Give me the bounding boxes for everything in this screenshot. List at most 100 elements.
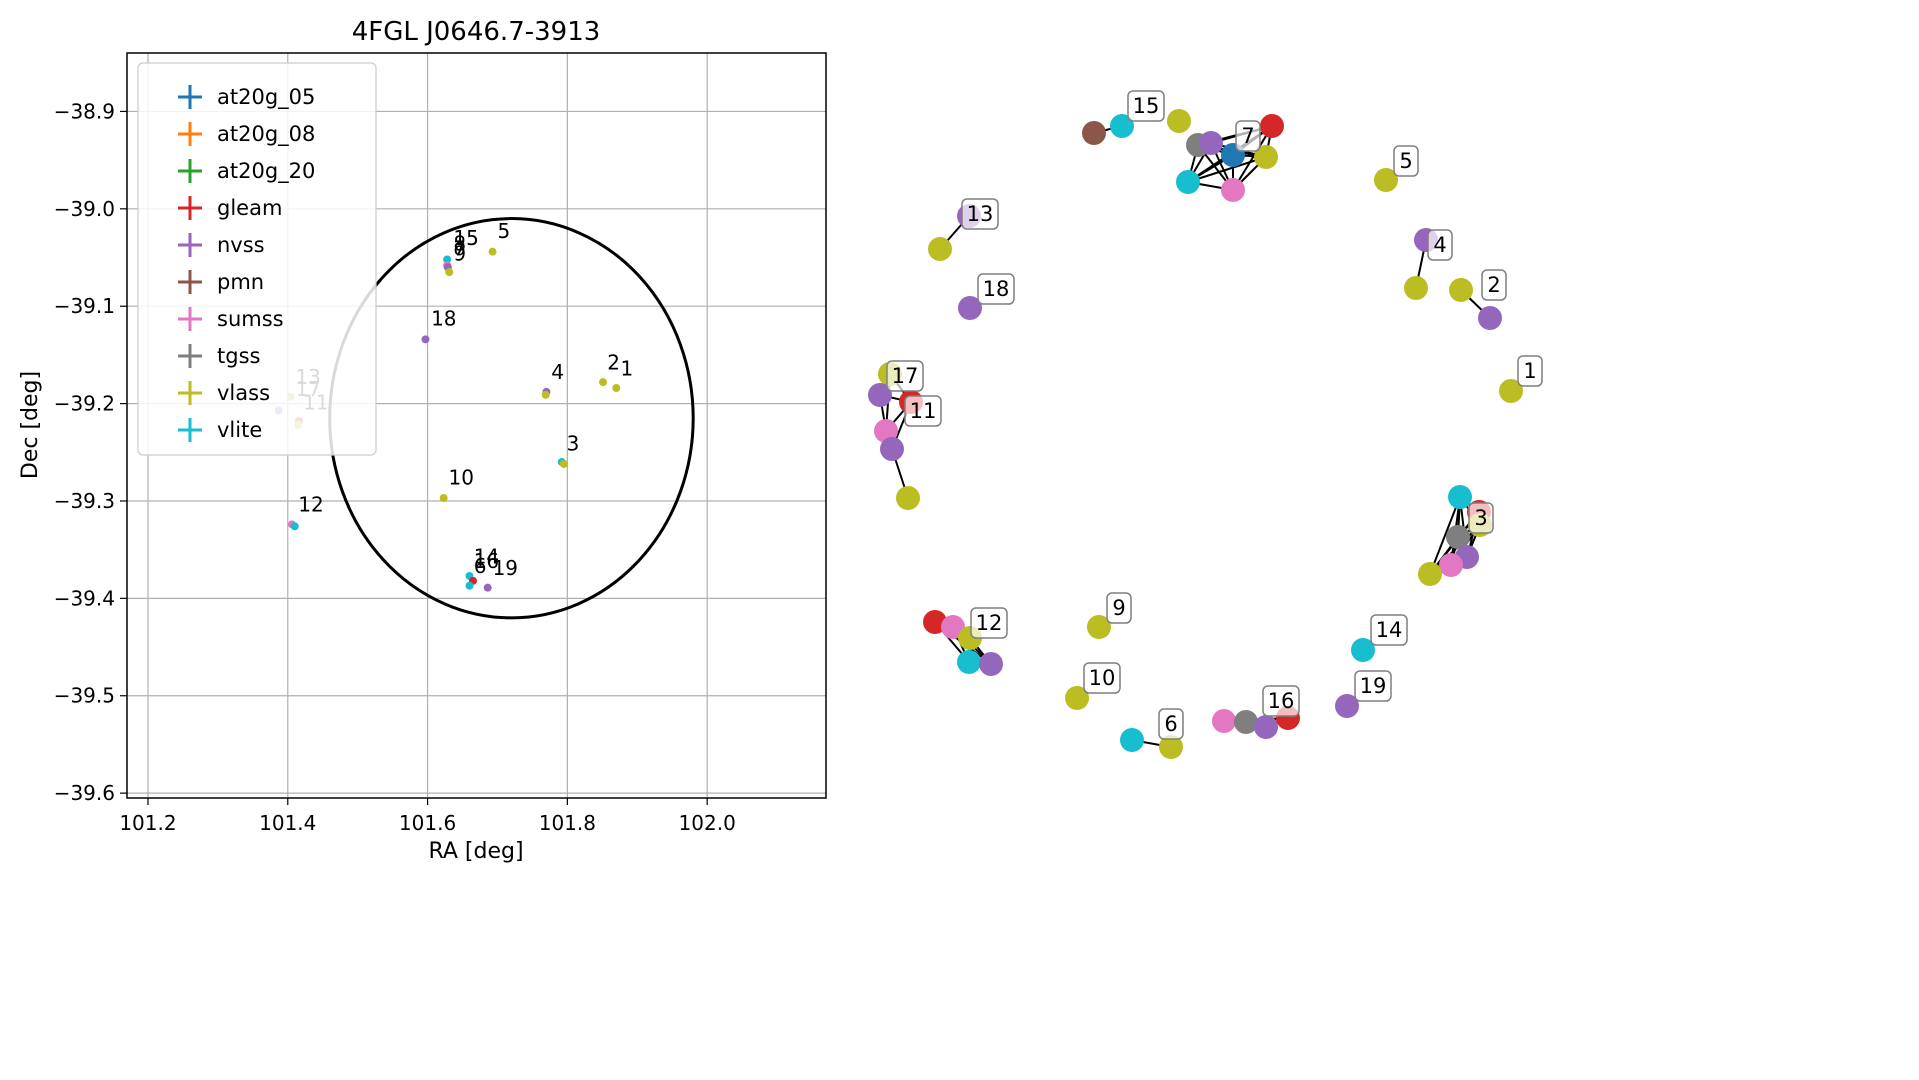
source-label: 8 bbox=[453, 232, 466, 256]
source-label: 16 bbox=[474, 549, 499, 573]
y-axis-label: Dec [deg] bbox=[18, 371, 43, 479]
source-label: 1 bbox=[620, 356, 633, 380]
source-point bbox=[488, 247, 497, 256]
legend-label: at20g_20 bbox=[217, 159, 315, 184]
y-tick-label: −39.3 bbox=[54, 489, 115, 513]
graph-node-label: 11 bbox=[904, 395, 942, 427]
graph-node bbox=[1254, 715, 1278, 739]
graph-node bbox=[868, 383, 892, 407]
source-label: 9 bbox=[453, 241, 466, 265]
graph-node bbox=[979, 652, 1003, 676]
graph-node bbox=[1260, 114, 1284, 138]
legend-label: vlite bbox=[217, 418, 262, 442]
source-point bbox=[439, 494, 448, 503]
graph-node-label: 4 bbox=[1427, 229, 1453, 261]
label-text: 19 bbox=[1360, 674, 1387, 698]
label-text: 10 bbox=[1089, 666, 1116, 690]
source-point bbox=[483, 583, 492, 592]
legend-item: gleam bbox=[178, 196, 282, 220]
legend-label: tgss bbox=[217, 344, 260, 368]
legend-label: vlass bbox=[217, 381, 270, 405]
label-text: 4 bbox=[1433, 233, 1446, 257]
graph-node-label: 17 bbox=[886, 360, 924, 392]
label-box bbox=[970, 607, 1008, 639]
graph-node bbox=[1087, 615, 1111, 639]
legend-label: pmn bbox=[217, 270, 264, 294]
graph-node bbox=[941, 615, 965, 639]
graph-node bbox=[928, 237, 952, 261]
label-text: 2 bbox=[1487, 273, 1500, 297]
y-tick-label: −39.5 bbox=[54, 684, 115, 708]
source-label: 6 bbox=[474, 554, 487, 578]
source-label: 5 bbox=[497, 219, 510, 243]
graph-node-label: 7 bbox=[1235, 120, 1261, 152]
label-box bbox=[886, 360, 924, 392]
graph-node-label: 19 bbox=[1354, 670, 1392, 702]
source-label: 19 bbox=[493, 556, 518, 580]
source-label: 10 bbox=[449, 465, 474, 489]
label-text: 6 bbox=[1164, 712, 1177, 736]
label-box bbox=[1354, 670, 1392, 702]
graph-node bbox=[1449, 278, 1473, 302]
label-text: 12 bbox=[976, 611, 1003, 635]
graph-node bbox=[1439, 553, 1463, 577]
source-label: 7 bbox=[453, 237, 466, 261]
legend-label: at20g_05 bbox=[217, 85, 315, 110]
label-box bbox=[1370, 614, 1408, 646]
graph-node-label: 6 bbox=[1158, 708, 1184, 740]
graph-node bbox=[1446, 525, 1470, 549]
label-text: 5 bbox=[1399, 149, 1412, 173]
legend-item: at20g_08 bbox=[178, 122, 315, 147]
label-text: 7 bbox=[1241, 124, 1254, 148]
source-point bbox=[465, 581, 474, 590]
label-box bbox=[977, 273, 1015, 305]
y-tick-label: −39.0 bbox=[54, 197, 115, 221]
graph-edge bbox=[1429, 496, 1461, 575]
legend-item: sumss bbox=[178, 307, 284, 331]
graph-labels: 15 7 5 13 4 2 18 1 17 11 3 9 12 14 10 19 16 6 bbox=[886, 90, 1543, 740]
graph-node bbox=[1167, 109, 1191, 133]
x-tick-label: 101.6 bbox=[399, 811, 456, 835]
x-tick-label: 101.8 bbox=[539, 811, 596, 835]
label-box bbox=[1158, 708, 1184, 740]
y-tick-label: −39.1 bbox=[54, 294, 115, 318]
graph-edge bbox=[1232, 125, 1273, 191]
graph-node bbox=[1351, 638, 1375, 662]
graph-node bbox=[1448, 485, 1472, 509]
axis-ticks: 101.2 101.4 101.6 101.8 102.0 −38.9 −39.0 −39.1… bbox=[54, 99, 736, 835]
legend-item: nvss bbox=[178, 233, 265, 257]
graph-node-label: 16 bbox=[1262, 685, 1300, 717]
label-text: 14 bbox=[1376, 618, 1403, 642]
graph-node bbox=[1234, 710, 1258, 734]
label-text: 11 bbox=[910, 399, 937, 423]
graph-node bbox=[880, 437, 904, 461]
source-point bbox=[541, 390, 550, 399]
source-label: 3 bbox=[567, 431, 580, 455]
graph-node bbox=[1478, 306, 1502, 330]
crossmatch-graph: 15 7 5 13 4 2 18 1 17 11 3 9 12 14 10 19 16 6 bbox=[868, 90, 1543, 759]
graph-node-label: 15 bbox=[1127, 90, 1165, 122]
legend-label: gleam bbox=[217, 196, 282, 220]
label-box bbox=[961, 198, 999, 230]
source-point bbox=[445, 268, 454, 277]
graph-node bbox=[1176, 170, 1200, 194]
legend-item: vlite bbox=[178, 418, 262, 442]
legend-label: nvss bbox=[217, 233, 265, 257]
x-axis-label: RA [deg] bbox=[428, 839, 523, 864]
label-text: 3 bbox=[1474, 506, 1487, 530]
graph-node bbox=[923, 610, 947, 634]
graph-node-label: 12 bbox=[970, 607, 1008, 639]
graph-node bbox=[1335, 694, 1359, 718]
label-box bbox=[1468, 502, 1494, 534]
legend-item: pmn bbox=[178, 270, 264, 294]
legend-item: at20g_20 bbox=[178, 159, 315, 184]
graph-node bbox=[1499, 379, 1523, 403]
x-tick-label: 101.4 bbox=[259, 811, 316, 835]
source-point bbox=[559, 459, 568, 468]
label-text: 9 bbox=[1112, 596, 1125, 620]
axes-frame bbox=[126, 52, 827, 799]
graph-node bbox=[896, 486, 920, 510]
source-label: 2 bbox=[607, 351, 620, 375]
graph-node-label: 1 bbox=[1517, 355, 1543, 387]
